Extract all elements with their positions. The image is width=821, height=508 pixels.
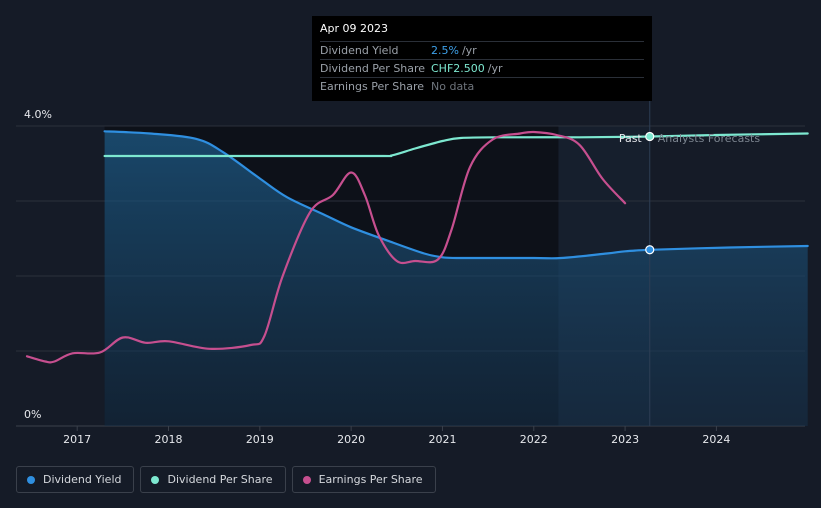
past-label: Past [619,132,643,145]
tooltip-label: Dividend Per Share [320,62,426,75]
chart-legend: Dividend Yield Dividend Per Share Earnin… [16,466,436,493]
legend-dot-icon [151,475,160,484]
tooltip-label: Earnings Per Share [320,80,425,93]
legend-label: Dividend Per Share [167,473,273,486]
legend-item-dividend-per-share[interactable]: Dividend Per Share [140,466,286,493]
legend-label: Dividend Yield [43,473,122,486]
x-tick-label: 2022 [520,433,548,446]
legend-label: Earnings Per Share [318,473,423,486]
dividend-per-share-marker [645,131,655,142]
x-tick-label: 2021 [428,433,456,446]
y-axis-label-top: 4.0% [24,108,52,121]
tooltip-row-earnings-per-share: Earnings Per Share No data [320,77,644,95]
y-axis-label-bottom: 0% [24,408,41,421]
x-tick-label: 2019 [246,433,274,446]
earnings-per-share-line [25,130,627,364]
x-tick-label: 2024 [702,433,730,446]
tooltip-unit: /yr [461,44,477,57]
x-tick-label: 2017 [63,433,91,446]
tooltip-unit: /yr [487,62,503,75]
analysts-forecasts-label: Analysts Forecasts [658,132,761,145]
dividend-chart: 4.0% 0% 2017 2018 2019 2020 2021 2022 2023 2024… [16,100,809,446]
x-tick-label: 2018 [155,433,183,446]
tooltip-label: Dividend Yield [320,44,399,57]
hover-tooltip: Apr 09 2023 Dividend Yield 2.5% /yr Divi… [312,16,652,101]
dividend-yield-area [104,131,808,427]
dividend-yield-marker [645,245,655,255]
tooltip-date: Apr 09 2023 [320,22,389,35]
legend-dot-icon [302,475,311,484]
tooltip-row-dividend-yield: Dividend Yield 2.5% /yr [320,41,644,59]
dividend-per-share-line [103,132,809,158]
tooltip-value: No data [431,80,475,93]
tooltip-row-dividend-per-share: Dividend Per Share CHF2.500 /yr [320,59,644,77]
legend-item-earnings-per-share[interactable]: Earnings Per Share [291,466,436,493]
x-tick-label: 2023 [611,433,639,446]
x-tick-label: 2020 [337,433,365,446]
legend-dot-icon [27,475,35,484]
tooltip-value: CHF2.500 [431,62,485,75]
tooltip-value: 2.5% [431,44,459,57]
legend-item-dividend-yield[interactable]: Dividend Yield [16,466,135,493]
